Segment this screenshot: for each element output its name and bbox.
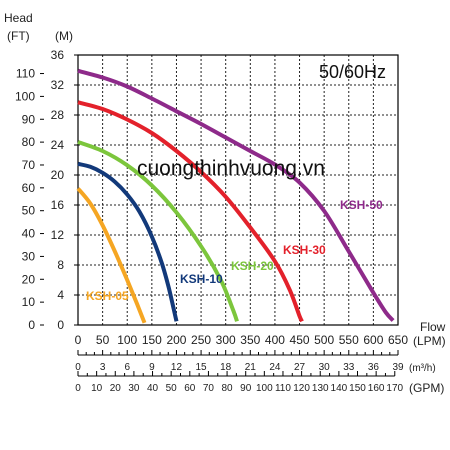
x-gpm-tick-label: 150: [349, 383, 366, 394]
lpm-unit-label: (LPM): [413, 334, 446, 348]
x-gpm-tick-label: 80: [222, 383, 234, 394]
watermark-text: cuongthinhvuong.vn: [137, 157, 325, 180]
x-gpm-tick-label: 10: [91, 383, 103, 394]
x-gpm-tick-label: 30: [128, 383, 140, 394]
x-m3h-tick-label: 24: [269, 362, 281, 373]
curve-ksh-50: [77, 68, 395, 322]
y-m-tick-label: 24: [51, 138, 65, 152]
y-ft-tick-label: 30: [22, 249, 36, 263]
y-ft-tick-label: 60: [22, 181, 36, 195]
series-label-ksh-50: KSH-50: [340, 198, 383, 212]
x-m3h-tick-label: 9: [149, 362, 155, 373]
x-gpm-tick-label: 140: [331, 383, 348, 394]
x-gpm-tick-label: 100: [256, 383, 273, 394]
series-label-ksh-05: KSH-05: [86, 289, 129, 303]
x-lpm-tick-label: 300: [216, 333, 236, 347]
y-ft-tick-label: 110: [16, 67, 35, 81]
performance-curves: [76, 68, 395, 324]
y-ft-tick-label: 0: [28, 318, 35, 332]
x-gpm-tick-label: 170: [386, 383, 403, 394]
x-m3h-tick-label: 18: [220, 362, 232, 373]
curve-ksh-10: [77, 161, 179, 322]
series-label-ksh-10: KSH-10: [180, 272, 223, 286]
y-ft-tick-label: 40: [22, 227, 36, 241]
m-unit-label: (M): [55, 29, 73, 43]
x-lpm-tick-label: 50: [96, 333, 110, 347]
x-lpm-tick-label: 150: [142, 333, 162, 347]
y-ft-tick-label: 70: [22, 158, 36, 172]
y-m-tick-label: 28: [51, 108, 65, 122]
x-gpm-tick-label: 130: [312, 383, 329, 394]
y-ft-tick-label: 80: [22, 135, 36, 149]
x-m3h-tick-label: 27: [294, 362, 306, 373]
x-gpm-tick-label: 90: [240, 383, 252, 394]
series-label-ksh-30: KSH-30: [283, 243, 326, 257]
y-m-tick-label: 0: [57, 318, 64, 332]
x-lpm-tick-label: 350: [240, 333, 260, 347]
x-lpm-tick-label: 0: [75, 333, 82, 347]
x-gpm-tick-label: 50: [166, 383, 178, 394]
y-m-tick-label: 12: [51, 228, 65, 242]
x-lpm-tick-label: 550: [339, 333, 359, 347]
x-gpm-tick-label: 40: [147, 383, 159, 394]
x-gpm-tick-label: 110: [275, 383, 291, 394]
x-lpm-tick-label: 100: [117, 333, 137, 347]
grid: [78, 55, 398, 325]
y-m-tick-label: 4: [57, 288, 64, 302]
y-ft-tick-label: 20: [22, 272, 36, 286]
curve-ksh-20: [77, 140, 239, 322]
x-gpm-tick-label: 60: [184, 383, 196, 394]
y-m-tick-label: 16: [51, 198, 65, 212]
curve-ksh-05: [76, 187, 147, 324]
x-m3h-tick-label: 39: [392, 362, 404, 373]
y-m-tick-label: 20: [51, 168, 65, 182]
x-m3h-tick-label: 12: [171, 362, 183, 373]
x-gpm-tick-label: 0: [75, 383, 81, 394]
x-m3h-tick-label: 15: [196, 362, 208, 373]
x-m3h-tick-label: 6: [124, 362, 130, 373]
y-ft-tick-label: 10: [22, 295, 36, 309]
curve-ksh-30: [77, 100, 304, 323]
head-axis-label: Head: [4, 11, 33, 25]
y-m-tick-label: 32: [51, 78, 65, 92]
m3h-unit-label: (m³/h): [409, 363, 436, 374]
series-label-ksh-20: KSH-20: [231, 259, 274, 273]
x-lpm-tick-label: 250: [191, 333, 211, 347]
x-lpm-tick-label: 400: [265, 333, 285, 347]
y-ft-tick-label: 50: [22, 204, 36, 218]
x-m3h-tick-label: 36: [368, 362, 380, 373]
x-gpm-tick-label: 20: [110, 383, 122, 394]
x-m3h-tick-label: 33: [343, 362, 355, 373]
gpm-unit-label: (GPM): [409, 381, 444, 395]
y-ft-tick-label: 100: [15, 89, 35, 103]
x-m3h-tick-label: 3: [100, 362, 106, 373]
flow-axis-label: Flow: [420, 320, 446, 334]
x-m3h-tick-label: 30: [319, 362, 331, 373]
x-lpm-tick-label: 650: [388, 333, 408, 347]
x-m3h-tick-label: 21: [245, 362, 257, 373]
frequency-annotation: 50/60Hz: [319, 62, 386, 82]
x-m3h-tick-label: 0: [75, 362, 81, 373]
x-lpm-tick-label: 600: [363, 333, 383, 347]
plot-frame: [77, 54, 399, 326]
y-m-tick-label: 36: [51, 48, 65, 62]
x-gpm-tick-label: 160: [368, 383, 385, 394]
y-ft-tick-label: 90: [22, 112, 36, 126]
axes: [40, 54, 399, 377]
ft-unit-label: (FT): [7, 29, 30, 43]
x-lpm-tick-label: 200: [166, 333, 186, 347]
x-gpm-tick-label: 120: [293, 383, 310, 394]
y-m-tick-label: 8: [57, 258, 64, 272]
x-lpm-tick-label: 450: [290, 333, 310, 347]
x-lpm-tick-label: 500: [314, 333, 334, 347]
tick-labels: 0481216202428323601020304050607080901001…: [15, 48, 408, 394]
x-gpm-tick-label: 70: [203, 383, 215, 394]
